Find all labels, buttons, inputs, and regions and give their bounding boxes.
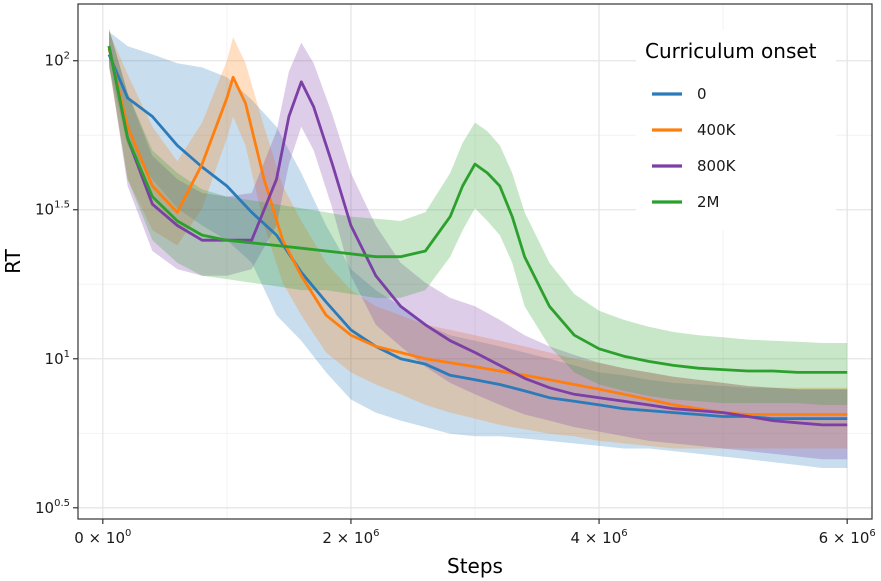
legend-items: 0 400K 800K 2M — [652, 85, 737, 211]
x-tick-label: 4 × 106 — [571, 528, 628, 547]
x-axis-ticks: 0 × 100 2 × 106 4 × 106 6 × 106 — [74, 519, 876, 547]
y-tick-exponent: 2 — [64, 51, 70, 62]
y-tick-exponent: 1.5 — [54, 200, 70, 211]
x-axis-title: Steps — [447, 554, 503, 578]
band-800K — [109, 28, 848, 460]
legend-label-0: 0 — [697, 85, 707, 103]
x-tick-exponent: 6 — [373, 528, 379, 539]
y-tick-base: 10 — [35, 201, 54, 219]
legend-label-2M: 2M — [697, 193, 720, 211]
legend: Curriculum onset 0 400K 800K 2M — [636, 30, 836, 230]
y-tick-base: 10 — [45, 350, 64, 368]
x-tick-exponent: 6 — [869, 528, 875, 539]
band-400K — [109, 31, 848, 449]
x-tick-exponent: 6 — [621, 528, 627, 539]
legend-label-800K: 800K — [697, 157, 737, 175]
series-lines — [107, 45, 848, 427]
y-tick-label: 101 — [45, 349, 70, 368]
legend-title: Curriculum onset — [645, 39, 817, 63]
x-tick-exponent: 0 — [125, 528, 131, 539]
x-tick-label: 6 × 106 — [819, 528, 876, 547]
x-tick-label: 2 × 106 — [322, 528, 379, 547]
y-axis-title: RT — [1, 248, 25, 273]
y-tick-label: 101.5 — [35, 200, 70, 219]
x-tick-label: 0 × 100 — [74, 528, 131, 547]
y-tick-base: 10 — [35, 499, 54, 517]
legend-label-400K: 400K — [697, 121, 737, 139]
y-tick-base: 10 — [45, 52, 64, 70]
y-tick-label: 100.5 — [35, 498, 70, 517]
series-line-0 — [107, 53, 848, 421]
y-tick-exponent: 1 — [64, 349, 70, 360]
y-tick-label: 102 — [45, 51, 70, 70]
plot-panel-border — [77, 3, 873, 520]
y-tick-exponent: 0.5 — [54, 498, 70, 509]
series-line-2M — [107, 45, 848, 374]
